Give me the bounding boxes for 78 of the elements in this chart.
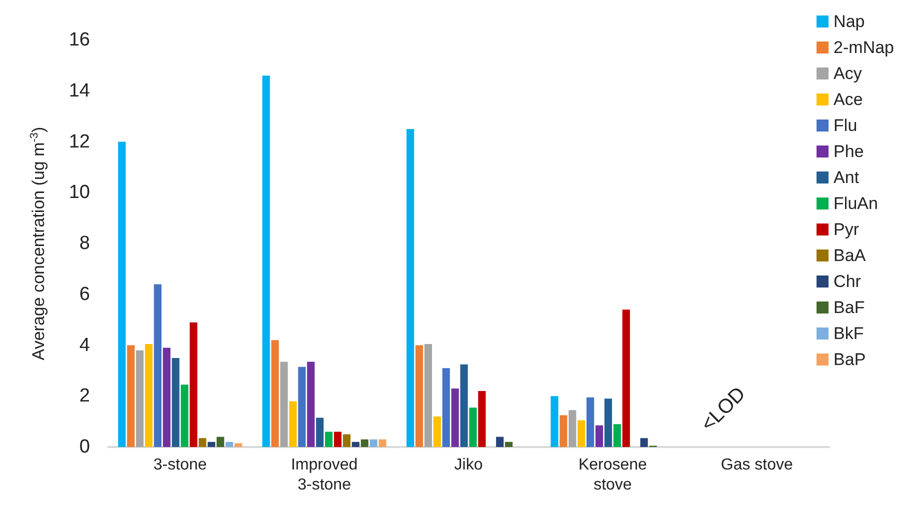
bar	[324, 432, 333, 447]
y-tick-label: 12	[68, 131, 90, 152]
bar	[289, 401, 297, 447]
legend-label: Flu	[834, 116, 858, 135]
bar	[505, 442, 513, 447]
legend-label: Chr	[834, 272, 862, 291]
bar	[172, 358, 180, 447]
bar	[118, 142, 126, 447]
legend-label: BaP	[834, 350, 866, 369]
bar	[613, 424, 621, 447]
bar	[568, 410, 576, 447]
y-tick-label: 4	[79, 334, 90, 356]
legend-label: FluAn	[834, 194, 878, 213]
bar	[144, 344, 153, 447]
bar	[342, 434, 350, 447]
bar	[271, 340, 279, 447]
bar	[154, 284, 162, 447]
legend-label: 2-mNap	[834, 38, 894, 57]
bar	[378, 439, 386, 447]
bar	[560, 415, 568, 447]
x-tick-label: Gas stove	[720, 456, 794, 474]
y-tick-label: 2	[79, 386, 90, 407]
bar	[352, 442, 360, 447]
bar	[190, 322, 198, 447]
legend-label: Phe	[834, 142, 864, 161]
x-tick-label: Kerosene stove	[578, 456, 648, 494]
bar	[406, 129, 414, 447]
bar	[424, 344, 432, 447]
legend-label: Nap	[834, 12, 865, 31]
y-tick-label: 6	[79, 284, 90, 305]
bar	[262, 76, 270, 447]
bar	[496, 436, 504, 447]
bar	[595, 425, 604, 447]
bar	[216, 436, 224, 447]
y-tick-label: 0	[79, 436, 90, 458]
bar	[198, 438, 206, 447]
y-axis-title: Average concentration (ug m-3)	[28, 126, 48, 360]
bar	[162, 348, 170, 447]
bar	[550, 396, 558, 447]
legend-label: BaF	[834, 298, 865, 317]
bar	[180, 384, 188, 447]
bar	[226, 442, 234, 447]
legend-label: BkF	[834, 324, 864, 343]
y-tick-label: 10	[68, 182, 90, 204]
legend-label: Ace	[834, 90, 863, 109]
bar	[280, 362, 288, 447]
bar	[307, 362, 315, 447]
bar	[127, 345, 135, 447]
bar	[298, 366, 306, 447]
bar	[578, 420, 586, 447]
bar	[622, 310, 630, 447]
bar	[208, 442, 216, 447]
bar	[604, 398, 612, 447]
legend-label: Ant	[834, 168, 860, 187]
bar	[442, 368, 450, 447]
x-tick-label: Jiko	[454, 456, 483, 474]
bar	[433, 416, 441, 447]
bar	[451, 388, 459, 447]
y-tick-label: 16	[68, 30, 90, 50]
y-tick-label: 8	[79, 233, 90, 254]
bar	[460, 364, 468, 447]
bar	[234, 443, 242, 447]
bar	[586, 397, 594, 447]
legend-label: Acy	[834, 64, 862, 83]
x-tick-label: Improved 3-stone	[290, 456, 358, 494]
x-tick-label: 3-stone	[153, 456, 207, 474]
bar	[316, 418, 324, 447]
bar	[334, 432, 342, 447]
bar	[415, 345, 424, 447]
bar	[469, 408, 477, 447]
legend-label: BaA	[834, 246, 866, 265]
bar	[370, 439, 378, 447]
bar	[640, 438, 648, 447]
bar	[478, 391, 486, 447]
bar	[360, 439, 368, 447]
bar	[136, 350, 144, 447]
legend-label: Pyr	[834, 220, 860, 239]
y-tick-label: 14	[68, 80, 90, 102]
